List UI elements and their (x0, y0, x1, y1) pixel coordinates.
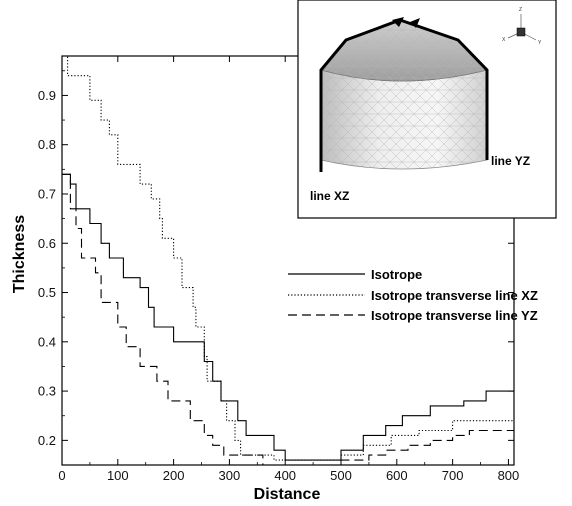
y-tick-label: 0.2 (38, 433, 56, 448)
x-tick-label: 200 (163, 468, 185, 483)
x-tick-label: 800 (498, 468, 520, 483)
cylinder-body-mesh (321, 70, 487, 169)
y-tick-label: 0.7 (38, 186, 56, 201)
x-tick-label: 400 (274, 468, 296, 483)
arrow-head-right (410, 18, 420, 28)
legend: Isotrope Isotrope transverse line XZ Iso… (288, 267, 538, 323)
axis-triad-icon: Z X Y (502, 7, 542, 46)
x-tick-label: 300 (219, 468, 241, 483)
x-tick-label: 100 (107, 468, 129, 483)
legend-label-isotrope: Isotrope (371, 267, 422, 282)
y-axis-title: Thickness (11, 215, 28, 293)
triad-label-x: X (502, 37, 506, 43)
x-axis: 0 100 200 300 400 500 600 700 800 (58, 56, 519, 483)
series-lines (62, 55, 514, 466)
arrow-head-left (392, 17, 404, 27)
x-tick-label: 500 (330, 468, 352, 483)
inset-label-line-yz: line YZ (491, 154, 530, 168)
y-tick-label: 0.9 (38, 88, 56, 103)
plot-frame (61, 55, 515, 466)
inset-3d-view: line XZ line YZ Z X Y (297, 0, 557, 219)
x-tick-label: 700 (442, 468, 464, 483)
y-axis: 0.2 0.3 0.4 0.5 0.6 0.7 0.8 0.9 (38, 70, 514, 448)
plot-area (61, 55, 515, 466)
x-tick-label: 0 (58, 468, 65, 483)
y-tick-label: 0.5 (38, 285, 56, 300)
inset-label-line-xz: line XZ (310, 189, 349, 203)
y-tick-label: 0.8 (38, 137, 56, 152)
y-tick-label: 0.6 (38, 236, 56, 251)
triad-label-z: Z (519, 7, 522, 13)
y-tick-label: 0.4 (38, 334, 56, 349)
series-line-transverse-yz (62, 173, 514, 466)
x-tick-label: 600 (386, 468, 408, 483)
path-line-xz (319, 18, 401, 172)
legend-label-transverse-yz: Isotrope transverse line YZ (371, 308, 538, 323)
x-axis-title: Distance (254, 486, 321, 503)
path-line-yz (399, 18, 489, 160)
legend-label-transverse-xz: Isotrope transverse line XZ (371, 288, 538, 303)
triad-label-y: Y (538, 40, 542, 46)
y-tick-label: 0.3 (38, 384, 56, 399)
